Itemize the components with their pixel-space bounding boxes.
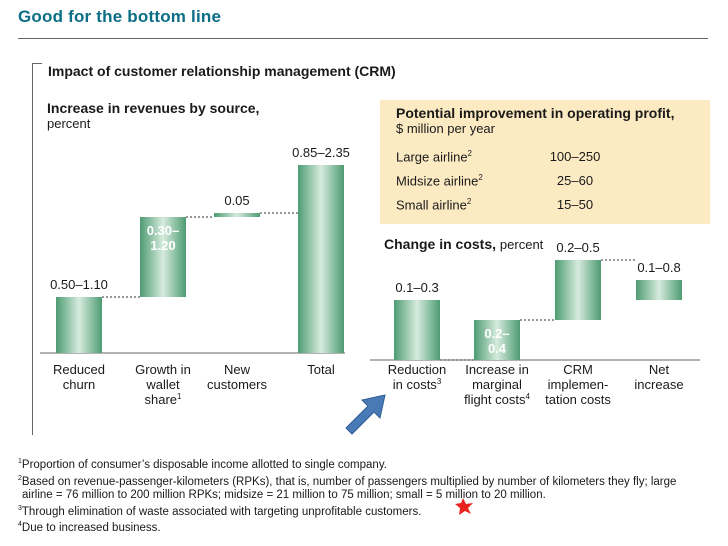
footnote: 2Based on revenue-passenger-kilometers (… (18, 474, 677, 488)
profit-row-value: 100–250 (549, 149, 601, 164)
section-bracket-top (32, 63, 42, 64)
category-label: Increase in marginal flight costs4 (464, 362, 530, 407)
profit-row-value: 15–50 (556, 197, 594, 212)
data-label: 0.50–1.10 (50, 277, 108, 292)
profit-table-heading: Potential improvement in operating profi… (396, 105, 674, 136)
revenue-chart-unit: percent (47, 116, 91, 131)
bar (555, 260, 601, 320)
footnotes: 1Proportion of consumer’s disposable inc… (18, 455, 718, 535)
annotation-arrow-icon (345, 394, 386, 435)
costs-chart-title: Change in costs, (384, 236, 497, 252)
category-label: Net increase (634, 362, 683, 392)
footnote: airline = 76 million to 200 million RPKs… (22, 488, 546, 501)
footnote: 4Due to increased business. (18, 521, 161, 535)
bar (56, 297, 102, 353)
title-divider (18, 38, 708, 39)
bar (636, 280, 682, 300)
profit-table-title: Potential improvement in operating profi… (396, 105, 675, 121)
revenue-chart-heading: Increase in revenues by source, percent (47, 100, 259, 131)
category-label: Growth in wallet share1 (135, 362, 191, 407)
profit-row-label: Midsize airline2 (396, 173, 483, 189)
annotation-star-icon (455, 498, 473, 515)
bar (140, 217, 186, 297)
footnote: 1Proportion of consumer’s disposable inc… (18, 458, 387, 471)
bar (394, 300, 440, 360)
data-label: 0.05 (224, 193, 249, 208)
category-label: CRM implemen-tation costs (545, 362, 611, 407)
profit-row-value: 25–60 (556, 173, 594, 188)
data-label: 0.1–0.3 (395, 280, 438, 295)
category-label: New customers (207, 362, 267, 392)
category-label: Total (307, 362, 335, 377)
profit-table-unit: $ million per year (396, 121, 495, 136)
bar (214, 213, 260, 217)
costs-chart-heading: Change in costs, percent (384, 236, 543, 252)
costs-chart-unit: percent (499, 237, 544, 252)
profit-row-label: Large airline2 (396, 149, 472, 165)
bar (298, 165, 344, 353)
data-label: 0.1–0.8 (637, 260, 680, 275)
data-label: 0.30– 1.20 (147, 223, 180, 253)
section-bracket-side (32, 63, 33, 435)
profit-improvement-box: Potential improvement in operating profi… (380, 100, 710, 224)
category-label: Reduction in costs3 (388, 362, 447, 392)
bar (474, 320, 520, 360)
profit-row-label: Small airline2 (396, 197, 472, 213)
page-title: Good for the bottom line (18, 7, 222, 26)
section-subtitle: Impact of customer relationship manageme… (48, 63, 396, 79)
data-label: 0.85–2.35 (292, 145, 350, 160)
footnote: 3Through elimination of waste associated… (18, 504, 422, 518)
revenue-chart-title: Increase in revenues by source, (47, 100, 260, 116)
data-label: 0.2–0.5 (556, 240, 599, 255)
category-label: Reduced churn (53, 362, 105, 392)
data-label: 0.2– 0.4 (484, 326, 509, 356)
